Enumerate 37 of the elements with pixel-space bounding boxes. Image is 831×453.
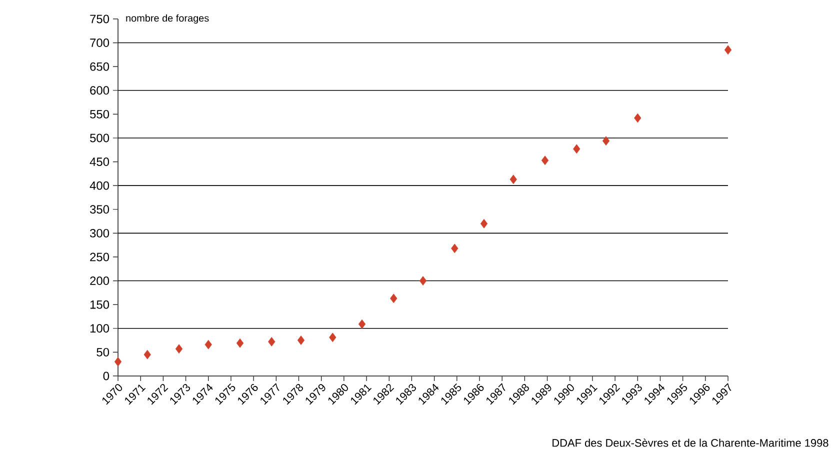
point — [602, 136, 610, 146]
y-tick-label: 250 — [90, 252, 110, 262]
y-tick-label: 450 — [90, 158, 110, 166]
point — [329, 332, 336, 342]
text: DDAF des Deux-Sèvres et de la Charente-Maritime 1998 — [552, 438, 828, 447]
y-tick-label: 550 — [90, 110, 110, 118]
y-tick-label: 50 — [96, 348, 110, 356]
y-tick-label: 100 — [90, 324, 110, 333]
point — [114, 357, 122, 366]
y-tick-label: 150 — [90, 300, 110, 309]
y-axis-title: nombre de forages — [126, 14, 209, 24]
y-tick-label: 500 — [90, 134, 110, 142]
point — [724, 45, 732, 55]
point — [510, 174, 517, 184]
y-tick-label: 200 — [90, 276, 110, 286]
point — [236, 338, 244, 348]
y-tick-label: 400 — [90, 181, 110, 190]
point — [480, 218, 488, 228]
y-tick-label: 600 — [90, 86, 110, 95]
point — [634, 113, 642, 123]
point — [144, 350, 151, 360]
y-tick-label: 700 — [90, 38, 110, 48]
point — [541, 156, 549, 166]
y-tick-label: 650 — [90, 62, 110, 71]
y-tick-label: 350 — [90, 205, 110, 214]
y-tick-label: 750 — [90, 14, 110, 24]
y-tick-label: 0 — [103, 372, 110, 380]
point — [268, 337, 276, 346]
point — [175, 344, 183, 354]
point — [419, 276, 427, 286]
y-tick-label: 300 — [90, 228, 110, 238]
point — [451, 244, 458, 254]
point — [358, 319, 366, 329]
point — [390, 294, 398, 304]
point — [204, 340, 212, 350]
point — [573, 144, 580, 154]
point — [297, 336, 305, 345]
